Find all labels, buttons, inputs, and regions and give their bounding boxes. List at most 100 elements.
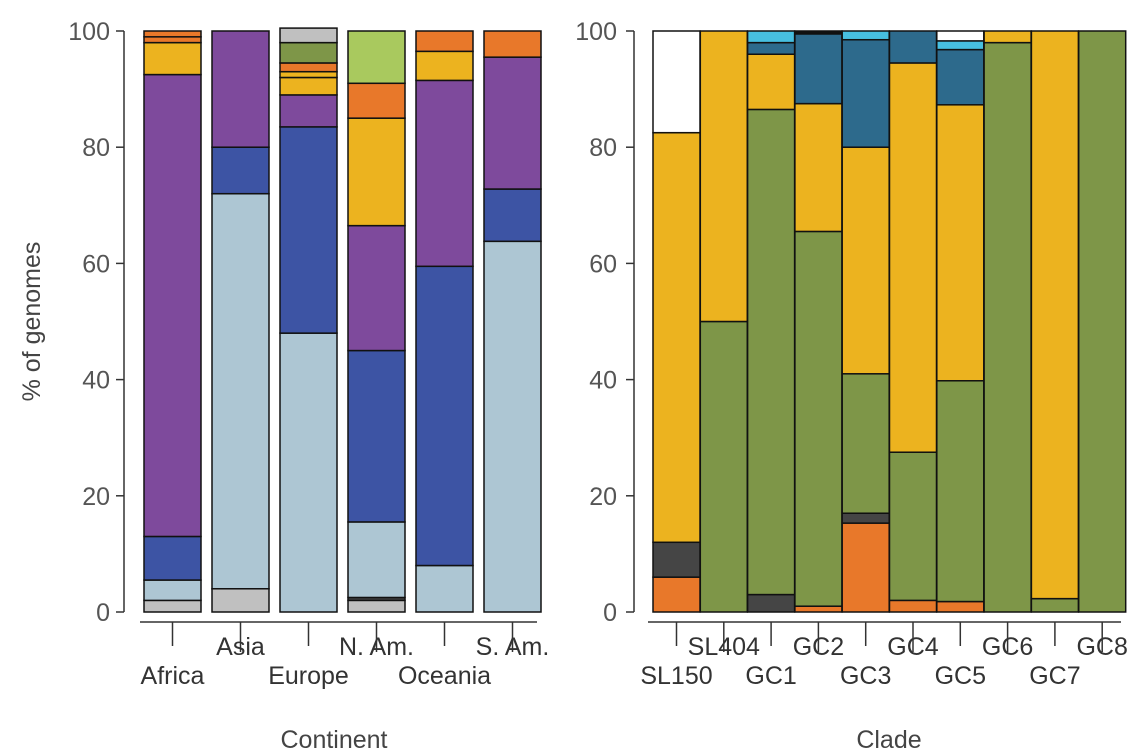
bar-segment-sl404-1 — [699, 30, 749, 323]
bar-segment-gc6-1 — [983, 30, 1032, 44]
bar-segment-gc5-2 — [936, 104, 985, 382]
bar-segment-n-am--6 — [347, 82, 406, 119]
bar-segment-africa-4 — [143, 41, 202, 76]
bar-segment-gc3-3 — [841, 146, 890, 375]
y-tick-label: 60 — [82, 250, 110, 278]
bar-segment-gc2-2 — [794, 102, 843, 233]
bar-segment-gc5-4 — [936, 40, 985, 51]
category-label: Oceania — [398, 662, 491, 690]
category-label: GC6 — [982, 633, 1033, 661]
bar-segment-sl150-0 — [652, 576, 701, 613]
bar-segment-europe-1 — [279, 126, 338, 334]
x-axis-title: Clade — [856, 726, 921, 754]
category-label: GC8 — [1076, 633, 1127, 661]
bar-segment-gc4-3 — [888, 30, 938, 64]
bar-segment-oceania-4 — [415, 30, 474, 53]
category-label: GC7 — [1029, 662, 1080, 690]
bar-segment-africa-2 — [143, 535, 202, 581]
bar-segment-gc7-0 — [1030, 597, 1080, 613]
bar-segment-gc1-4 — [746, 30, 796, 44]
bar-segment-gc3-5 — [841, 30, 890, 41]
y-tick-label: 100 — [575, 18, 617, 46]
bar-segment-europe-7 — [279, 27, 338, 44]
category-label: N. Am. — [339, 633, 414, 661]
category-label: GC5 — [935, 662, 986, 690]
bar-segment-asia-3 — [211, 30, 270, 148]
bar-segment-gc5-1 — [936, 380, 985, 603]
bar-segment-s-am--2 — [483, 56, 542, 190]
bar-segment-africa-3 — [143, 73, 202, 538]
y-tick-label: 40 — [82, 367, 110, 395]
bar-segment-africa-0 — [143, 599, 202, 613]
bar-segment-gc2-1 — [794, 230, 843, 607]
y-tick-label: 0 — [96, 599, 110, 627]
bar-segment-oceania-1 — [415, 265, 474, 567]
bar-segment-gc4-2 — [888, 62, 938, 453]
bar-segment-n-am--4 — [347, 224, 406, 352]
bar-segment-n-am--2 — [347, 521, 406, 599]
y-tick-label: 80 — [82, 134, 110, 162]
bar-segment-gc5-5 — [936, 30, 985, 42]
bar-segment-gc3-4 — [841, 38, 890, 148]
y-tick-label: 100 — [68, 18, 110, 46]
bar-segment-sl150-3 — [652, 30, 701, 134]
bar-segment-n-am--7 — [347, 30, 406, 85]
bar-segment-europe-5 — [279, 62, 338, 73]
y-tick-label: 60 — [589, 250, 617, 278]
bar-segment-europe-2 — [279, 94, 338, 128]
bar-segment-gc5-0 — [936, 600, 985, 613]
y-tick-label: 0 — [603, 599, 617, 627]
y-axis-title: % of genomes — [18, 242, 46, 402]
category-label: Europe — [268, 662, 349, 690]
bar-segment-gc3-2 — [841, 373, 890, 514]
bar-segment-n-am--5 — [347, 117, 406, 227]
bar-segment-gc2-3 — [794, 33, 843, 105]
bar-segment-gc3-0 — [841, 522, 890, 613]
bar-segment-gc2-4 — [794, 30, 843, 35]
bar-segment-s-am--3 — [483, 30, 542, 58]
bar-segment-gc5-3 — [936, 48, 985, 106]
bar-segment-s-am--0 — [483, 240, 542, 613]
bar-segment-sl404-0 — [699, 320, 749, 613]
clade-panel: 0 20 40 60 80 100 SL150SL404GC1GC2GC3GC4GC5GC6… — [575, 18, 1128, 754]
bar-segment-gc4-0 — [888, 599, 938, 613]
bar-segment-africa-5 — [143, 36, 202, 44]
category-label: GC3 — [840, 662, 891, 690]
category-label: S. Am. — [476, 633, 550, 661]
bar-segment-gc1-2 — [746, 53, 796, 111]
bar-segment-n-am--3 — [347, 349, 406, 523]
bar-segment-sl150-1 — [652, 541, 701, 578]
bar-segment-oceania-3 — [415, 50, 474, 82]
bar-segment-gc1-0 — [746, 593, 796, 613]
category-label: Africa — [141, 662, 205, 690]
category-label: SL150 — [640, 662, 712, 690]
category-label: GC2 — [793, 633, 844, 661]
y-tick-label: 20 — [82, 483, 110, 511]
bar-segment-europe-6 — [279, 41, 338, 64]
bar-segment-asia-2 — [211, 146, 270, 195]
bar-segment-gc3-1 — [841, 512, 890, 524]
bar-segment-gc1-1 — [746, 108, 796, 596]
bar-segment-oceania-0 — [415, 564, 474, 613]
bar-segment-europe-3 — [279, 76, 338, 96]
y-tick-label: 80 — [589, 134, 617, 162]
x-axis-title: Continent — [280, 726, 387, 754]
bar-segment-gc2-0 — [794, 605, 843, 613]
bar-segment-oceania-2 — [415, 79, 474, 268]
y-tick-label: 40 — [589, 367, 617, 395]
bar-segment-africa-6 — [143, 30, 202, 38]
category-label: GC4 — [887, 633, 939, 661]
bar-segment-gc4-1 — [888, 451, 938, 602]
bar-segment-asia-1 — [211, 192, 270, 590]
bar-segment-sl150-2 — [652, 131, 701, 544]
bar-segment-s-am--1 — [483, 188, 542, 243]
category-label: SL404 — [688, 633, 760, 661]
bar-segment-gc7-1 — [1030, 30, 1080, 600]
bar-segment-gc6-0 — [983, 41, 1032, 613]
bar-segment-asia-0 — [211, 588, 270, 613]
bar-segment-europe-0 — [279, 332, 338, 613]
y-tick-label: 20 — [589, 483, 617, 511]
category-label: Asia — [216, 633, 265, 661]
